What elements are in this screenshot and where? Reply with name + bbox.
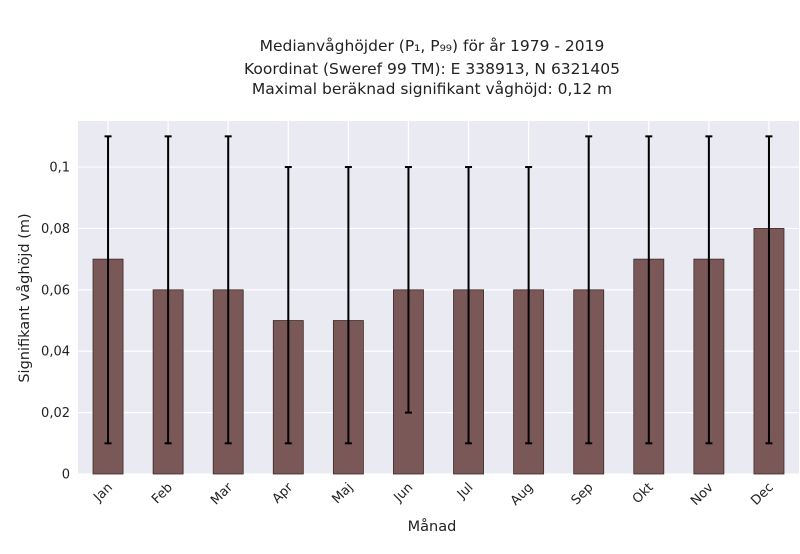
x-tick-label-maj: Maj — [329, 480, 356, 507]
x-tick-label-sep: Sep — [569, 480, 597, 508]
chart-title: Medianvåghöjder (P₁, P₉₉) för år 1979 - … — [244, 37, 620, 98]
x-tick-label-jul: Jul — [454, 480, 476, 502]
x-tick-label-dec: Dec — [748, 480, 776, 508]
x-tick-label-nov: Nov — [688, 480, 717, 509]
x-tick-label-apr: Apr — [270, 480, 297, 507]
y-tick-label-0: 0 — [62, 468, 70, 483]
title-line-3: Maximal beräknad signifikant våghöjd: 0,… — [252, 80, 612, 98]
x-tick-label-jan: Jan — [90, 480, 115, 505]
title-line-2: Koordinat (Sweref 99 TM): E 338913, N 63… — [244, 60, 620, 78]
y-axis-label: Signifikant våghöjd (m) — [16, 213, 33, 382]
title-line-1: Medianvåghöjder (P₁, P₉₉) för år 1979 - … — [260, 37, 605, 55]
y-tick-label-2: 0,04 — [41, 345, 70, 360]
y-axis-ticks: 0 0,02 0,04 0,06 0,08 0,1 — [41, 161, 70, 483]
x-tick-label-jun: Jun — [391, 480, 417, 506]
y-tick-label-1: 0,02 — [41, 406, 70, 421]
y-tick-label-4: 0,08 — [41, 222, 70, 237]
x-axis-ticks: Jan Feb Mar Apr Maj Jun Jul Aug Sep Okt Nov Dec — [90, 480, 776, 509]
x-tick-label-okt: Okt — [630, 480, 657, 507]
x-tick-label-feb: Feb — [149, 480, 176, 507]
y-tick-label-5: 0,1 — [49, 161, 70, 176]
x-tick-label-mar: Mar — [208, 480, 236, 508]
x-tick-label-aug: Aug — [508, 480, 537, 509]
y-tick-label-3: 0,06 — [41, 283, 70, 298]
plot-area — [78, 121, 799, 474]
error-bars — [104, 135, 773, 445]
x-axis-label: Månad — [408, 518, 457, 535]
